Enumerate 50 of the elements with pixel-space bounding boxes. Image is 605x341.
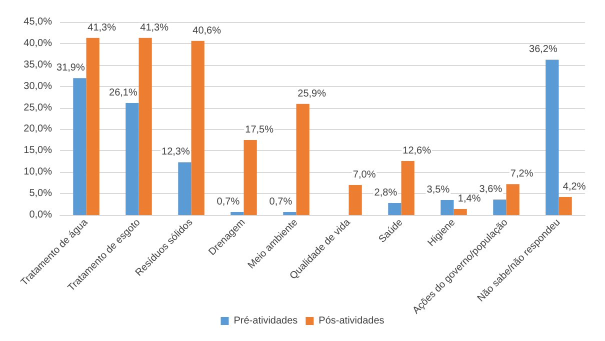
bar [244,140,257,215]
bar [454,208,467,215]
legend-label: Pré-atividades [234,316,298,326]
bar [191,40,204,215]
y-tick-label: 45,0% [24,16,52,28]
y-tick-label: 25,0% [24,102,52,114]
legend-label: Pós-atividades [318,316,384,326]
bar [296,104,310,215]
data-label: 41,3% [140,22,169,34]
y-tick-label: 0,0% [29,210,52,220]
y-tick-label: 30,0% [24,80,52,92]
bar [86,38,100,215]
bar [440,200,454,215]
data-label: 17,5% [245,124,274,136]
data-label: 0,7% [216,196,240,208]
bar [73,78,86,215]
y-tick-label: 5,0% [29,188,52,200]
data-label: 31,9% [56,62,85,74]
bar [493,200,506,215]
bar [401,160,414,215]
bar [283,212,296,215]
bar [558,196,572,215]
data-label: 7,0% [352,169,376,180]
bar [230,212,244,215]
data-label: 12,6% [402,145,432,156]
data-label: 36,2% [529,44,558,56]
bar [388,202,402,215]
bar [178,162,192,215]
bar [506,184,520,215]
bar [546,60,559,215]
y-tick-label: 40,0% [24,38,52,49]
y-tick-label: 35,0% [24,59,52,70]
data-label: 0,7% [269,196,292,208]
data-label: 25,9% [298,88,326,100]
data-label: 3,5% [426,184,450,196]
bar [348,184,362,215]
y-tick-label: 15,0% [24,145,52,156]
data-label: 26,1% [109,88,138,99]
data-label: 40,6% [192,25,222,36]
bar [138,38,152,215]
y-tick-label: 20,0% [24,124,52,135]
data-label: 7,2% [510,168,534,180]
data-label: 41,3% [88,22,116,34]
data-label: 4,2% [562,181,586,192]
bar [126,103,139,215]
data-label: 12,3% [162,146,190,158]
data-label: 3,6% [479,184,502,196]
data-label: 2,8% [374,187,398,198]
data-label: 1,4% [458,193,481,204]
y-tick-label: 10,0% [24,166,52,178]
